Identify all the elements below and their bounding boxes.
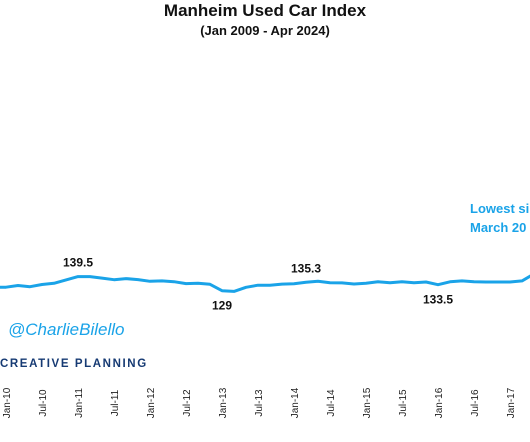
chart-subtitle: (Jan 2009 - Apr 2024)	[200, 23, 330, 38]
annotation-line-1: Lowest si	[470, 201, 530, 216]
chart-title: Manheim Used Car Index	[163, 1, 367, 20]
data-label: 129	[212, 299, 232, 313]
x-tick-label: Jul-16	[470, 389, 481, 417]
x-tick-label: Jul-13	[254, 389, 265, 417]
x-tick-label: Jan-17	[506, 387, 517, 418]
x-tick-label: Jul-12	[182, 389, 193, 417]
x-tick-label: Jan-14	[290, 387, 301, 418]
x-tick-label: Jul-14	[326, 389, 337, 417]
x-axis-tick-labels: Jan-10 Jul-10 Jan-11 Jul-11 Jan-12 Jul-12 Jan-…	[2, 387, 517, 418]
x-tick-label: Jan-16	[434, 387, 445, 418]
x-tick-label: Jan-10	[2, 387, 13, 418]
x-tick-label: Jan-15	[362, 387, 373, 418]
series-line	[0, 274, 530, 293]
x-tick-label: Jul-15	[398, 389, 409, 417]
x-tick-label: Jul-11	[110, 389, 121, 416]
x-tick-label: Jan-12	[146, 387, 157, 418]
data-label: 139.5	[63, 256, 93, 270]
x-tick-label: Jul-10	[38, 389, 49, 417]
brand-logo-text: CREATIVE PLANNING	[0, 358, 148, 370]
annotation-line-2: March 20	[470, 220, 527, 235]
author-handle: @CharlieBilello	[8, 320, 125, 339]
series-line-layer	[0, 274, 530, 293]
data-label: 135.3	[291, 261, 321, 275]
data-label: 133.5	[423, 293, 453, 307]
x-tick-label: Jan-13	[218, 387, 229, 418]
x-tick-label: Jan-11	[74, 388, 85, 418]
